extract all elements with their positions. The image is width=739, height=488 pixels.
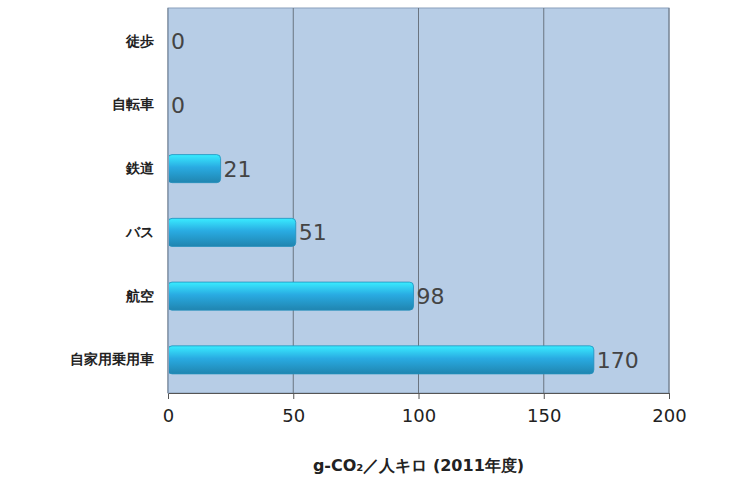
y-tick: 徒歩: [125, 33, 154, 49]
x-tick-label: 200: [652, 405, 686, 426]
x-tick: 200: [652, 393, 686, 426]
grid-line: [293, 8, 294, 393]
grid: [168, 8, 669, 393]
bars: [168, 155, 594, 374]
x-tick-mark: [544, 393, 545, 399]
y-tick: 鉄道: [125, 160, 155, 176]
plot-background: [168, 8, 669, 393]
bar: [168, 346, 594, 374]
data-label: 0: [171, 29, 185, 54]
y-tick: 自家用乗用車: [70, 351, 154, 367]
x-axis-title: g-CO₂／人キロ (2011年度): [313, 456, 524, 475]
x-axis-line: [169, 394, 670, 400]
y-tick: 航空: [125, 288, 154, 304]
grid-line: [543, 8, 544, 393]
y-tick-label: バス: [125, 224, 154, 240]
bar: [168, 218, 296, 246]
bar: [168, 155, 221, 183]
y-tick-label: 鉄道: [125, 160, 155, 176]
x-tick-mark: [293, 393, 294, 399]
x-tick-mark: [669, 393, 670, 399]
x-tick: 50: [282, 393, 305, 426]
y-axis: 徒歩自転車鉄道バス航空自家用乗用車: [70, 9, 169, 394]
data-label: 0: [171, 93, 185, 118]
x-tick-label: 150: [527, 405, 561, 426]
x-axis: 0 50 100 150 200: [163, 393, 687, 426]
data-label: 51: [299, 220, 327, 245]
y-axis-line: [168, 9, 169, 394]
data-label: 98: [416, 284, 444, 309]
bar: [168, 282, 413, 310]
y-tick-label: 自家用乗用車: [70, 351, 154, 367]
x-tick: 0: [163, 393, 174, 426]
grid-line: [168, 8, 169, 393]
x-tick: 100: [402, 393, 436, 426]
y-tick-label: 徒歩: [125, 33, 154, 49]
grid-line: [669, 8, 670, 393]
y-tick-label: 自転車: [112, 96, 154, 112]
y-tick: 自転車: [112, 96, 154, 112]
x-tick: 150: [527, 393, 561, 426]
y-tick: バス: [125, 224, 154, 240]
x-tick-label: 100: [402, 405, 436, 426]
data-labels: 0 0 21 51 98 170: [171, 29, 639, 373]
data-label: 21: [224, 157, 252, 182]
grid-line: [418, 8, 419, 393]
data-label: 170: [597, 348, 639, 373]
x-tick-mark: [168, 393, 169, 399]
y-tick-label: 航空: [125, 288, 154, 304]
x-tick-label: 0: [163, 405, 174, 426]
x-tick-label: 50: [282, 405, 305, 426]
x-tick-mark: [419, 393, 420, 399]
